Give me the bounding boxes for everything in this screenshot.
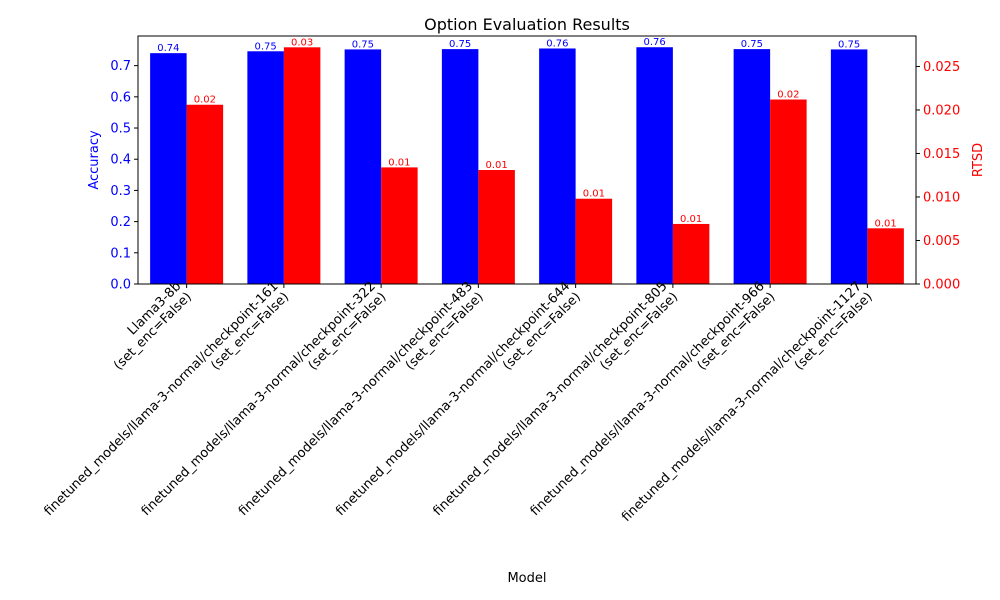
bar-left-4	[539, 48, 576, 284]
data-label-right-5: 0.01	[680, 214, 702, 225]
bar-right-3	[478, 170, 515, 284]
data-label-left-5: 0.76	[643, 37, 665, 48]
data-label-left-2: 0.75	[352, 39, 374, 50]
y-left-tick-label-2: 0.2	[110, 215, 131, 230]
y-right-tick-label-0: 0.000	[923, 278, 960, 293]
data-label-right-0: 0.02	[194, 95, 216, 106]
bar-left-3	[441, 49, 479, 285]
data-label-right-3: 0.01	[485, 160, 507, 171]
bar-left-0	[150, 53, 187, 285]
y-axis-left-label: Accuracy	[87, 130, 102, 190]
data-label-left-7: 0.75	[838, 39, 860, 50]
y-left-tick-label-3: 0.3	[110, 184, 131, 199]
y-left-tick-label-1: 0.1	[110, 246, 131, 261]
x-axis-label: Model	[507, 571, 546, 586]
y-left-tick-label-0: 0.0	[110, 278, 131, 293]
bar-right-2	[381, 167, 418, 284]
y-right-tick-label-1: 0.005	[923, 234, 960, 249]
data-label-right-6: 0.02	[777, 90, 799, 101]
y-axis-right-label: RTSD	[971, 143, 986, 177]
bar-right-7	[867, 228, 904, 284]
data-label-right-2: 0.01	[388, 157, 410, 168]
bar-left-1	[247, 51, 284, 284]
bar-left-7	[830, 49, 868, 285]
bar-right-1	[283, 47, 321, 284]
chart-title: Option Evaluation Results	[424, 15, 630, 34]
bar-right-0	[186, 104, 224, 284]
bar-left-6	[733, 49, 771, 285]
bar-left-5	[636, 47, 673, 284]
data-label-left-4: 0.76	[546, 38, 568, 49]
data-label-left-0: 0.74	[157, 43, 179, 54]
y-left-tick-label-5: 0.5	[110, 122, 131, 137]
y-right-tick-label-2: 0.010	[923, 190, 960, 205]
data-label-left-3: 0.75	[449, 39, 471, 50]
data-label-left-6: 0.75	[741, 39, 763, 50]
bar-right-5	[672, 223, 710, 284]
data-label-left-1: 0.75	[254, 41, 276, 52]
y-right-tick-label-3: 0.015	[923, 147, 960, 162]
plot-frame	[137, 35, 917, 285]
plot-area: 0.74 0.75 0.75 0.75 0.76 0.76 0.75 0.75 0.02 0.03…	[41, 35, 960, 525]
y-left-tick-label-7: 0.7	[110, 59, 131, 74]
y-right-tick-label-5: 0.025	[923, 60, 960, 75]
data-label-right-4: 0.01	[583, 189, 605, 200]
bar-right-4	[575, 198, 613, 284]
y-right-tick-label-4: 0.020	[923, 103, 960, 118]
y-left-tick-label-6: 0.6	[110, 90, 131, 105]
y-left-tick-label-4: 0.4	[110, 153, 131, 168]
x-tick-label-0: Llama3-8b(set_enc=False)	[101, 279, 195, 373]
bar-left-2	[344, 49, 382, 285]
data-label-right-1: 0.03	[291, 37, 313, 48]
data-label-right-7: 0.01	[874, 218, 896, 229]
bar-right-6	[770, 99, 807, 285]
